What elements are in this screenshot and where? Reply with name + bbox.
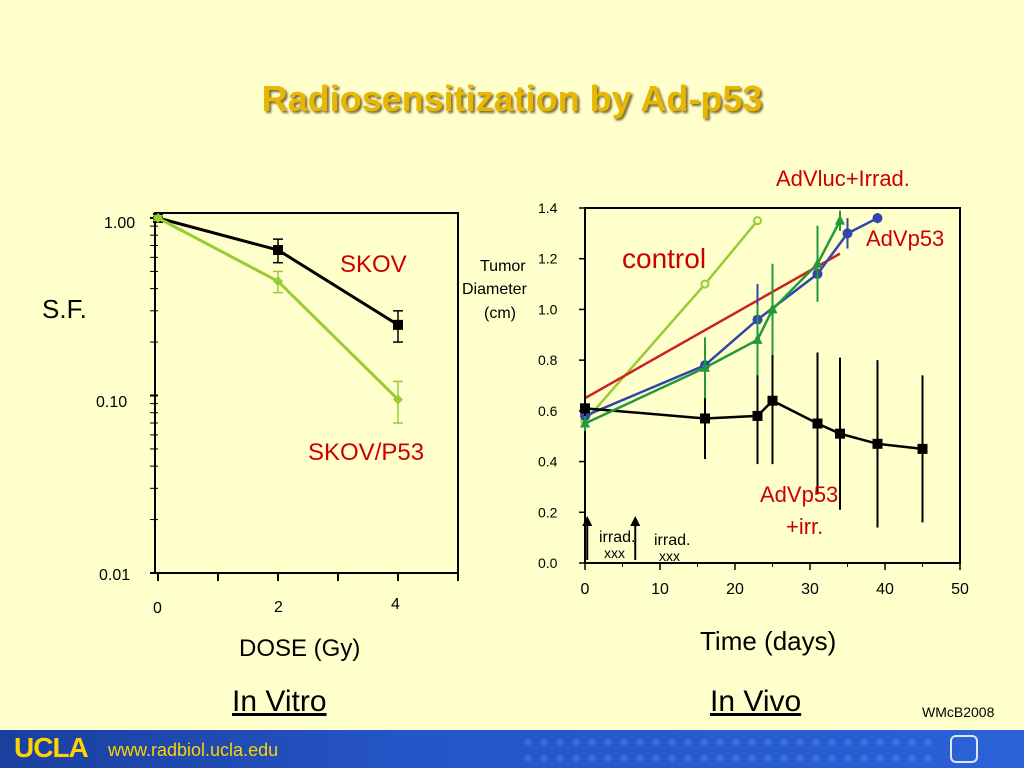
irrad-xxx: xxx	[604, 545, 625, 561]
invitro-xtick-3: 4	[391, 596, 400, 613]
invivo-xtick: 10	[651, 581, 669, 598]
arrow-up-icon	[582, 516, 593, 526]
invivo-point-3	[700, 413, 710, 424]
invivo-series-line-1	[584, 252, 841, 400]
invivo-plot	[580, 210, 928, 528]
invivo-ytick: 1.2	[538, 251, 558, 267]
invitro-point-0	[393, 319, 403, 330]
legend-skov: SKOV	[340, 251, 407, 278]
square-icon	[950, 735, 978, 763]
invivo-ylabel-1: Tumor	[480, 258, 526, 275]
invitro-xlabel: DOSE (Gy)	[239, 635, 360, 662]
invivo-ytick: 0.2	[538, 504, 558, 520]
invivo-point-4	[767, 303, 778, 314]
invitro-point-1	[393, 394, 403, 405]
irrad-label: irrad.	[654, 532, 690, 549]
invivo-ytick: 0.8	[538, 352, 558, 368]
invivo-ytick-labels: 0.0 0.2 0.4 0.6 0.8 1.0 1.2 1.4	[538, 200, 558, 571]
invivo-series-line-3	[584, 399, 923, 451]
invivo-point-3	[835, 428, 845, 439]
invitro-ytick-2: 0.10	[96, 394, 127, 411]
invivo-ytick: 1.4	[538, 200, 558, 216]
legend-advp53-irr-2: +irr.	[786, 514, 823, 539]
invivo-point-3	[812, 418, 823, 429]
invivo-xtick: 30	[801, 581, 819, 598]
invivo-ytick: 0.4	[538, 454, 558, 470]
invitro-ytick-3: 0.01	[99, 567, 130, 584]
footer-bar: UCLA www.radbiol.ucla.edu	[0, 730, 1024, 768]
invitro-plot-frame	[154, 212, 459, 574]
invitro-plot	[153, 213, 403, 424]
invivo-xtick: 20	[726, 581, 744, 598]
invivo-point-4	[835, 214, 845, 225]
invitro-xtick-2: 2	[274, 599, 283, 616]
invivo-point-0	[753, 216, 762, 226]
invivo-point-3	[752, 410, 763, 421]
invivo-ylabel-2: Diameter	[462, 281, 528, 298]
invivo-point-3	[872, 438, 883, 449]
invivo-series-line-2	[584, 217, 879, 418]
irrad-xxx: xxx	[659, 548, 680, 564]
invivo-xtick: 40	[876, 581, 894, 598]
footer-pattern	[520, 734, 940, 764]
invivo-point-3	[580, 403, 590, 414]
invivo-point-2	[872, 213, 883, 224]
ucla-logo: UCLA	[14, 732, 89, 763]
irrad-label: irrad.	[599, 529, 635, 546]
footer-url-link[interactable]: www.radbiol.ucla.edu	[108, 740, 279, 760]
invivo-ylabel-3: (cm)	[484, 305, 516, 322]
invivo-ytick: 1.0	[538, 301, 558, 317]
invivo-ytick: 0.6	[538, 403, 558, 419]
invitro-point-1	[153, 213, 163, 223]
invivo-point-3	[917, 443, 928, 454]
invivo-xtick: 50	[951, 581, 969, 598]
slide-title: Radiosensitization by Ad-p53	[261, 78, 763, 119]
invivo-series-line-4	[584, 220, 842, 425]
invivo-point-0	[700, 279, 710, 289]
invivo-point-4	[580, 417, 590, 428]
legend-advp53: AdVp53	[866, 226, 944, 251]
invivo-point-4	[700, 361, 710, 372]
arrow-up-icon	[630, 516, 641, 526]
invivo-xtick-labels: 0 10 20 30 40 50	[581, 581, 969, 598]
legend-skov-p53: SKOV/P53	[308, 439, 424, 466]
legend-advp53-irr-1: AdVp53	[760, 482, 838, 507]
invitro-ylabel: S.F.	[42, 294, 87, 324]
invitro-point-1	[273, 276, 283, 287]
invitro-xtick-1: 0	[153, 600, 162, 617]
legend-advluc-irrad: AdVluc+Irrad.	[776, 166, 910, 191]
invitro-point-0	[273, 245, 283, 256]
invivo-point-4	[812, 257, 823, 268]
invitro-panel-label: In Vitro	[232, 685, 327, 718]
invivo-point-2	[842, 228, 853, 239]
invivo-xlabel: Time (days)	[700, 626, 836, 656]
invivo-panel-label: In Vivo	[710, 685, 801, 718]
invivo-axis-ticks	[579, 207, 961, 570]
invivo-point-4	[752, 333, 763, 344]
invivo-ytick: 0.0	[538, 555, 558, 571]
invitro-axis-ticks	[150, 217, 459, 581]
credit-text: WMcB2008	[922, 704, 995, 720]
invitro-ytick-1: 1.00	[104, 215, 135, 232]
invivo-xtick: 0	[581, 581, 590, 598]
charts-canvas: 1.00 0.10 0.01 0 2 4 S.F. DOSE (Gy) SKOV…	[42, 166, 969, 718]
invivo-point-3	[767, 395, 778, 406]
legend-control: control	[622, 243, 706, 274]
